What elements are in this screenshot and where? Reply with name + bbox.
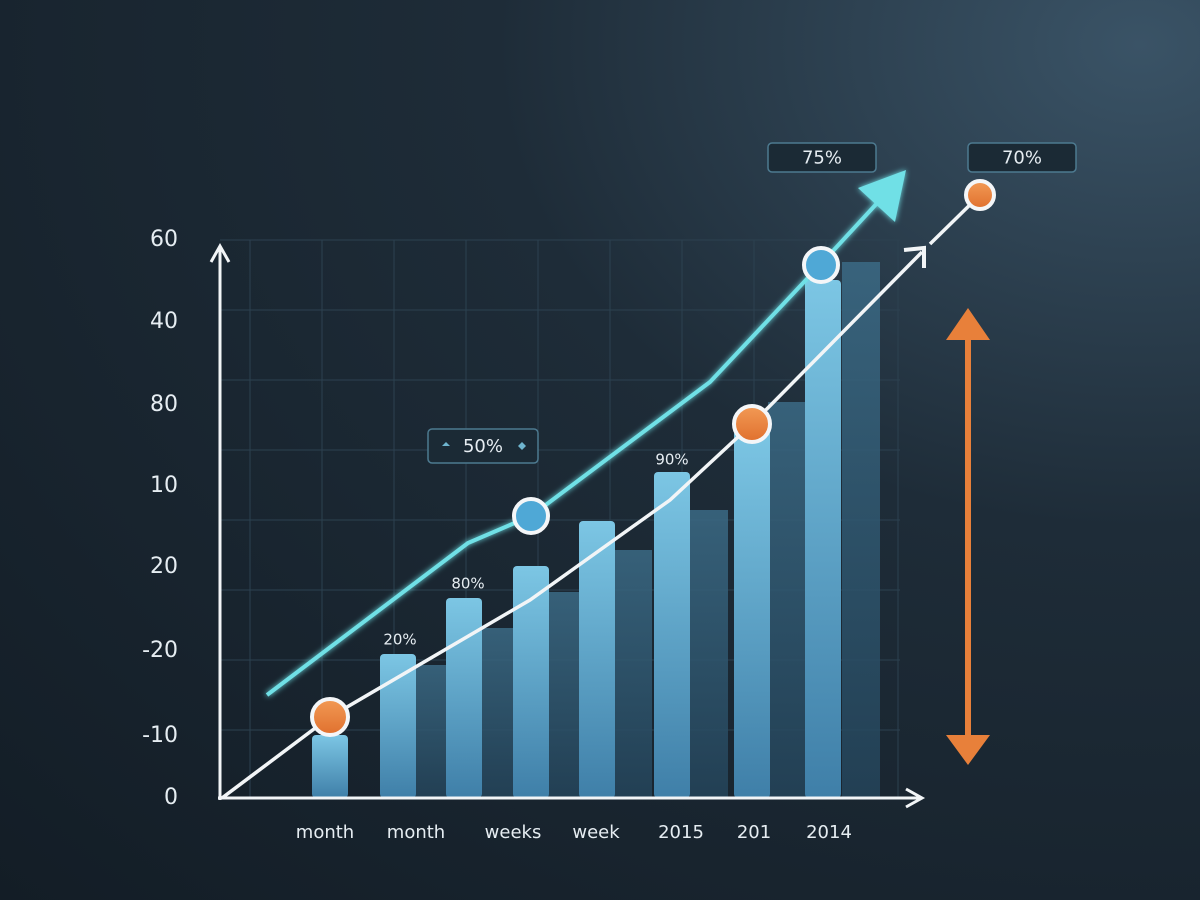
x-tick-label: 2014	[806, 822, 852, 843]
callout-70-box	[967, 142, 1077, 173]
x-tick-label: month	[387, 822, 445, 843]
x-tick-label: 2015	[658, 822, 704, 843]
bar	[446, 598, 482, 798]
bar	[579, 521, 615, 798]
y-tick-label: 0	[164, 785, 178, 810]
x-tick-label: week	[572, 822, 620, 843]
orange-point	[732, 404, 772, 444]
x-tick-label: month	[296, 822, 354, 843]
x-axis	[218, 787, 926, 809]
callout-70: 70%	[1002, 148, 1042, 169]
y-tick-label: 10	[150, 473, 178, 498]
callout-75-box	[767, 142, 877, 173]
y-tick-label: -10	[142, 723, 178, 748]
y-tick-label: 60	[150, 227, 178, 252]
bar-label-90: 90%	[655, 451, 688, 469]
blue-point	[802, 246, 840, 284]
bar	[312, 735, 348, 798]
white-trend-line	[220, 250, 924, 800]
bar	[805, 280, 841, 798]
bar-shadow	[614, 550, 652, 798]
blue-point	[512, 497, 550, 535]
y-axis	[209, 242, 231, 800]
orange-point	[310, 697, 350, 737]
bar-label-20: 20%	[383, 631, 416, 649]
y-tick-label: 80	[150, 392, 178, 417]
bar	[734, 430, 770, 798]
bar-shadow	[842, 262, 880, 798]
bar	[380, 654, 416, 798]
bar-shadow	[690, 510, 728, 798]
callout-75: 75%	[802, 148, 842, 169]
white-arrowhead	[903, 245, 926, 268]
y-tick-label: 20	[150, 554, 178, 579]
bar-label-80: 80%	[451, 575, 484, 593]
orange-point	[964, 179, 996, 211]
callout-50-box	[427, 428, 539, 464]
cyan-arrowhead	[858, 170, 906, 222]
y-tick-label: 40	[150, 309, 178, 334]
y-tick-label: -20	[142, 638, 178, 663]
bar	[513, 566, 549, 798]
x-tick-label: weeks	[485, 822, 542, 843]
x-tick-label: 201	[737, 822, 771, 843]
bar-shadow	[768, 402, 806, 798]
callout-50: 50%	[463, 436, 503, 457]
bar	[654, 472, 690, 798]
